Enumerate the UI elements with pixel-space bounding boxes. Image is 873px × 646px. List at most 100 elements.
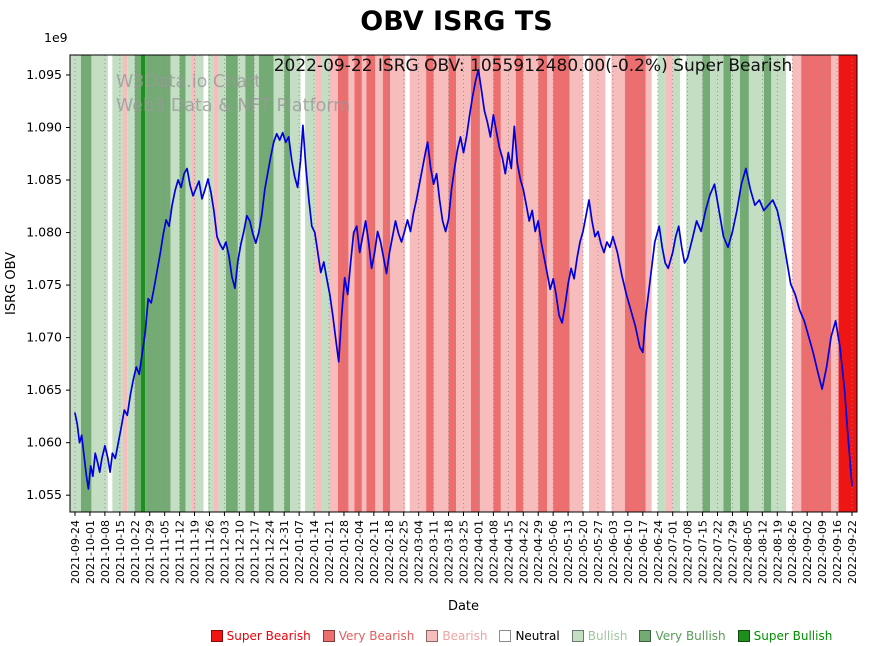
y-tick-label: 1.080: [26, 225, 62, 240]
sentiment-band-very_bullish: [134, 55, 141, 512]
sentiment-band-very_bearish: [493, 55, 501, 512]
y-axis-label: ISRG OBV: [4, 252, 19, 315]
x-tick-label: 2021-11-05: [159, 520, 172, 584]
sentiment-band-bullish: [672, 55, 681, 512]
super_bearish-legend-swatch: [210, 630, 223, 642]
sentiment-band-bearish: [589, 55, 606, 512]
legend-item-super_bullish: Super Bullish: [737, 629, 832, 643]
x-tick-label: 2022-07-29: [726, 520, 739, 584]
super_bullish-legend-swatch: [737, 630, 750, 642]
x-tick-label: 2022-08-05: [741, 520, 754, 584]
sentiment-band-bearish: [191, 55, 197, 512]
sentiment-band-bearish: [665, 55, 673, 512]
x-tick-label: 2021-10-01: [84, 520, 97, 584]
x-tick-label: 2022-05-13: [562, 520, 575, 584]
y-tick-label: 1.065: [26, 382, 62, 397]
x-axis-label: Date: [448, 599, 479, 614]
legend-item-very_bearish: Very Bearish: [322, 629, 414, 643]
sentiment-band-bullish: [730, 55, 740, 512]
sentiment-band-super_bearish: [838, 55, 857, 512]
sentiment-band-bullish: [321, 55, 330, 512]
sentiment-band-very_bullish: [284, 55, 291, 512]
sentiment-band-neutral: [107, 55, 113, 512]
y-tick-label: 1.075: [26, 277, 62, 292]
x-tick-label: 2022-09-22: [846, 520, 859, 584]
sentiment-band-very_bullish: [723, 55, 731, 512]
sentiment-band-neutral: [300, 55, 306, 512]
chart-title: OBV ISRG TS: [360, 6, 553, 37]
sentiment-band-very_bearish: [337, 55, 349, 512]
legend-item-super_bearish: Super Bearish: [210, 629, 311, 643]
sentiment-band-super_bullish: [140, 55, 146, 512]
x-tick-label: 2022-04-29: [532, 520, 545, 584]
sentiment-band-very_bullish: [145, 55, 171, 512]
sentiment-band-bearish: [547, 55, 554, 512]
sentiment-band-bullish: [207, 55, 214, 512]
legend-item-bullish: Bullish: [571, 629, 628, 643]
sentiment-band-very_bearish: [515, 55, 524, 512]
legend-item-bearish: Bearish: [426, 629, 487, 643]
x-tick-label: 2022-02-25: [398, 520, 411, 584]
sentiment-band-bullish: [305, 55, 316, 512]
sentiment-band-neutral: [651, 55, 658, 512]
x-tick-label: 2021-11-26: [203, 520, 216, 584]
legend-item-very_bullish: Very Bullish: [639, 629, 726, 643]
x-tick-label: 2022-07-22: [712, 520, 725, 584]
sentiment-band-bullish: [218, 55, 226, 512]
sentiment-band-very_bullish: [739, 55, 749, 512]
x-tick-label: 2022-06-17: [637, 520, 650, 584]
x-tick-label: 2021-12-24: [263, 520, 276, 584]
x-tick-label: 2022-03-11: [428, 520, 441, 584]
very_bullish-legend-swatch: [639, 630, 652, 642]
x-tick-label: 2021-10-22: [129, 520, 142, 584]
x-tick-label: 2022-05-27: [592, 520, 605, 584]
sentiment-band-neutral: [680, 55, 687, 512]
sentiment-band-bearish: [479, 55, 494, 512]
x-tick-label: 2021-10-15: [114, 520, 127, 584]
sentiment-band-very_bullish: [179, 55, 186, 512]
legend-label: Neutral: [515, 629, 560, 643]
legend-label: Bullish: [587, 629, 628, 643]
x-tick-label: 2022-01-21: [323, 520, 336, 584]
sentiment-band-bullish: [771, 55, 787, 512]
sentiment-band-very_bearish: [366, 55, 376, 512]
sentiment-band-bullish: [254, 55, 259, 512]
x-tick-label: 2022-03-04: [413, 520, 426, 584]
x-tick-label: 2022-02-04: [353, 520, 366, 584]
sentiment-band-bearish: [122, 55, 128, 512]
sentiment-band-bearish: [831, 55, 839, 512]
sentiment-band-neutral: [786, 55, 793, 512]
x-tick-label: 2022-04-22: [517, 520, 530, 584]
x-tick-label: 2022-09-09: [816, 520, 829, 584]
x-tick-label: 2021-12-10: [233, 520, 246, 584]
sentiment-band-bearish: [315, 55, 322, 512]
legend-label: Very Bullish: [655, 629, 726, 643]
sentiment-band-bearish: [645, 55, 652, 512]
x-tick-label: 2021-11-12: [174, 520, 187, 584]
x-tick-label: 2021-12-31: [278, 520, 291, 584]
sentiment-band-bullish: [686, 55, 703, 512]
y-axis-offset-label: 1e9: [44, 30, 68, 45]
x-tick-label: 2021-11-19: [189, 520, 202, 584]
sentiment-band-bearish: [433, 55, 449, 512]
sentiment-band-very_bearish: [426, 55, 434, 512]
x-tick-label: 2022-03-18: [443, 520, 456, 584]
x-tick-label: 2022-06-03: [607, 520, 620, 584]
very_bearish-legend-swatch: [322, 630, 335, 642]
x-tick-label: 2022-07-15: [697, 520, 710, 584]
sentiment-band-bearish: [611, 55, 625, 512]
x-tick-label: 2022-02-11: [368, 520, 381, 584]
sentiment-band-bearish: [375, 55, 383, 512]
sentiment-band-very_bearish: [354, 55, 362, 512]
x-tick-label: 2022-01-07: [293, 520, 306, 584]
obv-series-line: [74, 68, 853, 490]
sentiment-band-bearish: [348, 55, 355, 512]
sentiment-band-bearish: [390, 55, 406, 512]
x-tick-label: 2022-09-02: [801, 520, 814, 584]
sentiment-band-bullish: [657, 55, 666, 512]
x-tick-label: 2022-07-08: [682, 520, 695, 584]
sentiment-band-very_bearish: [801, 55, 832, 512]
sentiment-band-bullish: [196, 55, 204, 512]
x-tick-label: 2021-12-17: [248, 520, 261, 584]
sentiment-band-very_bullish: [702, 55, 711, 512]
